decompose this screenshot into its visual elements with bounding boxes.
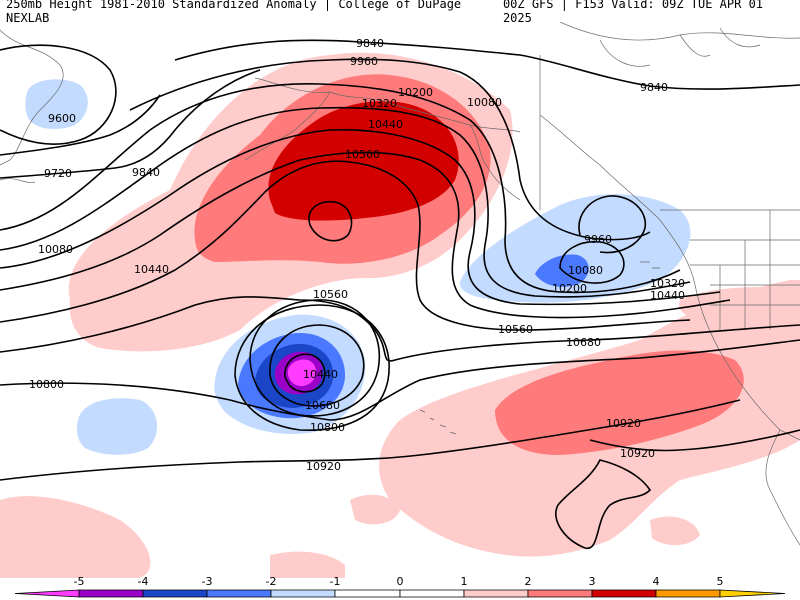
contour-10080-low (559, 241, 625, 284)
contour-label-10320-north: 10320 (362, 97, 397, 110)
contour-label-10680-east: 10680 (566, 336, 601, 349)
contour-label-10320-east: 10320 (650, 277, 685, 290)
map-panel: 9840 9960 10200 10080 10320 10440 10560 … (0, 22, 800, 578)
contour-label-9840-west: 9840 (132, 166, 160, 179)
contour-label-10560-cutoff: 10560 (313, 288, 348, 301)
colorbar-segment (527, 589, 593, 598)
contour-label-10080-north: 10080 (467, 96, 502, 109)
colorbar-segment (78, 589, 144, 598)
contour-label-9960-north: 9960 (350, 55, 378, 68)
contour-label-10560-north: 10560 (345, 148, 380, 161)
colorbar-tick-label: 0 (397, 575, 404, 588)
contour-9840-west (0, 69, 261, 179)
colorbar-tick-label: 4 (653, 575, 660, 588)
contour-10560 (0, 160, 691, 331)
contour-label-10800-central: 10800 (310, 421, 345, 434)
anomaly-neg5-fill (287, 359, 316, 387)
colorbar-segment (719, 589, 786, 598)
contour-label-10080-west: 10080 (38, 243, 73, 256)
colorbar-segment (463, 589, 529, 598)
contour-label-10440-east: 10440 (650, 289, 685, 302)
contour-10320 (0, 128, 721, 306)
contour-10560-cutoff (249, 299, 381, 417)
colorbar-tick-label: 3 (589, 575, 596, 588)
colorbar-segment (206, 589, 272, 598)
colorbar-tick-label: -3 (202, 575, 213, 588)
contour-10680 (0, 296, 800, 362)
colorbar-segment (142, 589, 208, 598)
colorbar-segments (14, 589, 786, 598)
contour-label-10920-gulf: 10920 (620, 447, 655, 460)
contour-label-10800-west: 10800 (29, 378, 64, 391)
contour-10440-cutoff (269, 324, 365, 407)
contour-label-10200-north: 10200 (398, 86, 433, 99)
colorbar-segment (270, 589, 336, 598)
contour-10920 (0, 399, 741, 481)
colorbar-segment (14, 589, 80, 598)
colorbar-segment (399, 589, 465, 598)
contour-10920-mexico (555, 459, 652, 549)
colorbar-tick-label: -2 (266, 575, 277, 588)
colorbar-tick-label: 2 (525, 575, 532, 588)
product-title: 250mb Height 1981-2010 Standardized Anom… (6, 0, 462, 25)
coastlines (0, 22, 800, 546)
contour-label-9840-east: 9840 (640, 81, 668, 94)
contour-label-10920-central: 10920 (306, 460, 341, 473)
contour-label-10560-east: 10560 (498, 323, 533, 336)
contour-9960-north (129, 58, 651, 241)
colorbar: -5 -4 -3 -2 -1 0 1 2 3 4 5 (14, 575, 786, 598)
colorbar-tick-label: 1 (461, 575, 468, 588)
colorbar-segment (591, 589, 657, 598)
contour-9960-low (578, 195, 646, 254)
colorbar-tick-label: 5 (717, 575, 724, 588)
contour-label-10440-west: 10440 (134, 263, 169, 276)
contour-10560-high (308, 200, 353, 242)
contour-9840-north (174, 39, 800, 90)
contour-10440 (0, 151, 731, 319)
contour-label-9600: 9600 (48, 112, 76, 125)
contour-10440-inner (283, 353, 326, 393)
contour-label-9840-north: 9840 (356, 37, 384, 50)
colorbar-segment (334, 589, 401, 598)
valid-time: 00Z GFS | F153 Valid: 09Z TUE APR 01 202… (502, 0, 764, 25)
contour-10920-gulf (589, 429, 800, 452)
contour-label-10920-east: 10920 (606, 417, 641, 430)
contour-10080-north (0, 83, 681, 294)
colorbar-tick-labels: -5 -4 -3 -2 -1 0 1 2 3 4 5 (74, 575, 724, 588)
contour-9720-ring (0, 94, 161, 156)
colorbar-tick-label: -4 (138, 575, 149, 588)
colorbar-tick-label: -1 (330, 575, 341, 588)
title-bar: 250mb Height 1981-2010 Standardized Anom… (0, 0, 800, 25)
contour-10680-cutoff (234, 304, 390, 432)
contour-label-10680-cutoff: 10680 (305, 399, 340, 412)
contour-label-10080-low: 10080 (568, 264, 603, 277)
contour-label-10200-east: 10200 (552, 282, 587, 295)
contour-label-9720: 9720 (44, 167, 72, 180)
contour-label-10440-cutoff: 10440 (303, 368, 338, 381)
contour-9600-ring (0, 44, 117, 145)
colorbar-tick-label: -5 (74, 575, 85, 588)
contour-labels: 9840 9960 10200 10080 10320 10440 10560 … (29, 37, 685, 473)
contour-label-9960-low: 9960 (584, 233, 612, 246)
contour-label-10440-north: 10440 (368, 118, 403, 131)
colorbar-segment (655, 589, 721, 598)
contour-10200 (0, 106, 691, 298)
height-contours (0, 39, 800, 549)
